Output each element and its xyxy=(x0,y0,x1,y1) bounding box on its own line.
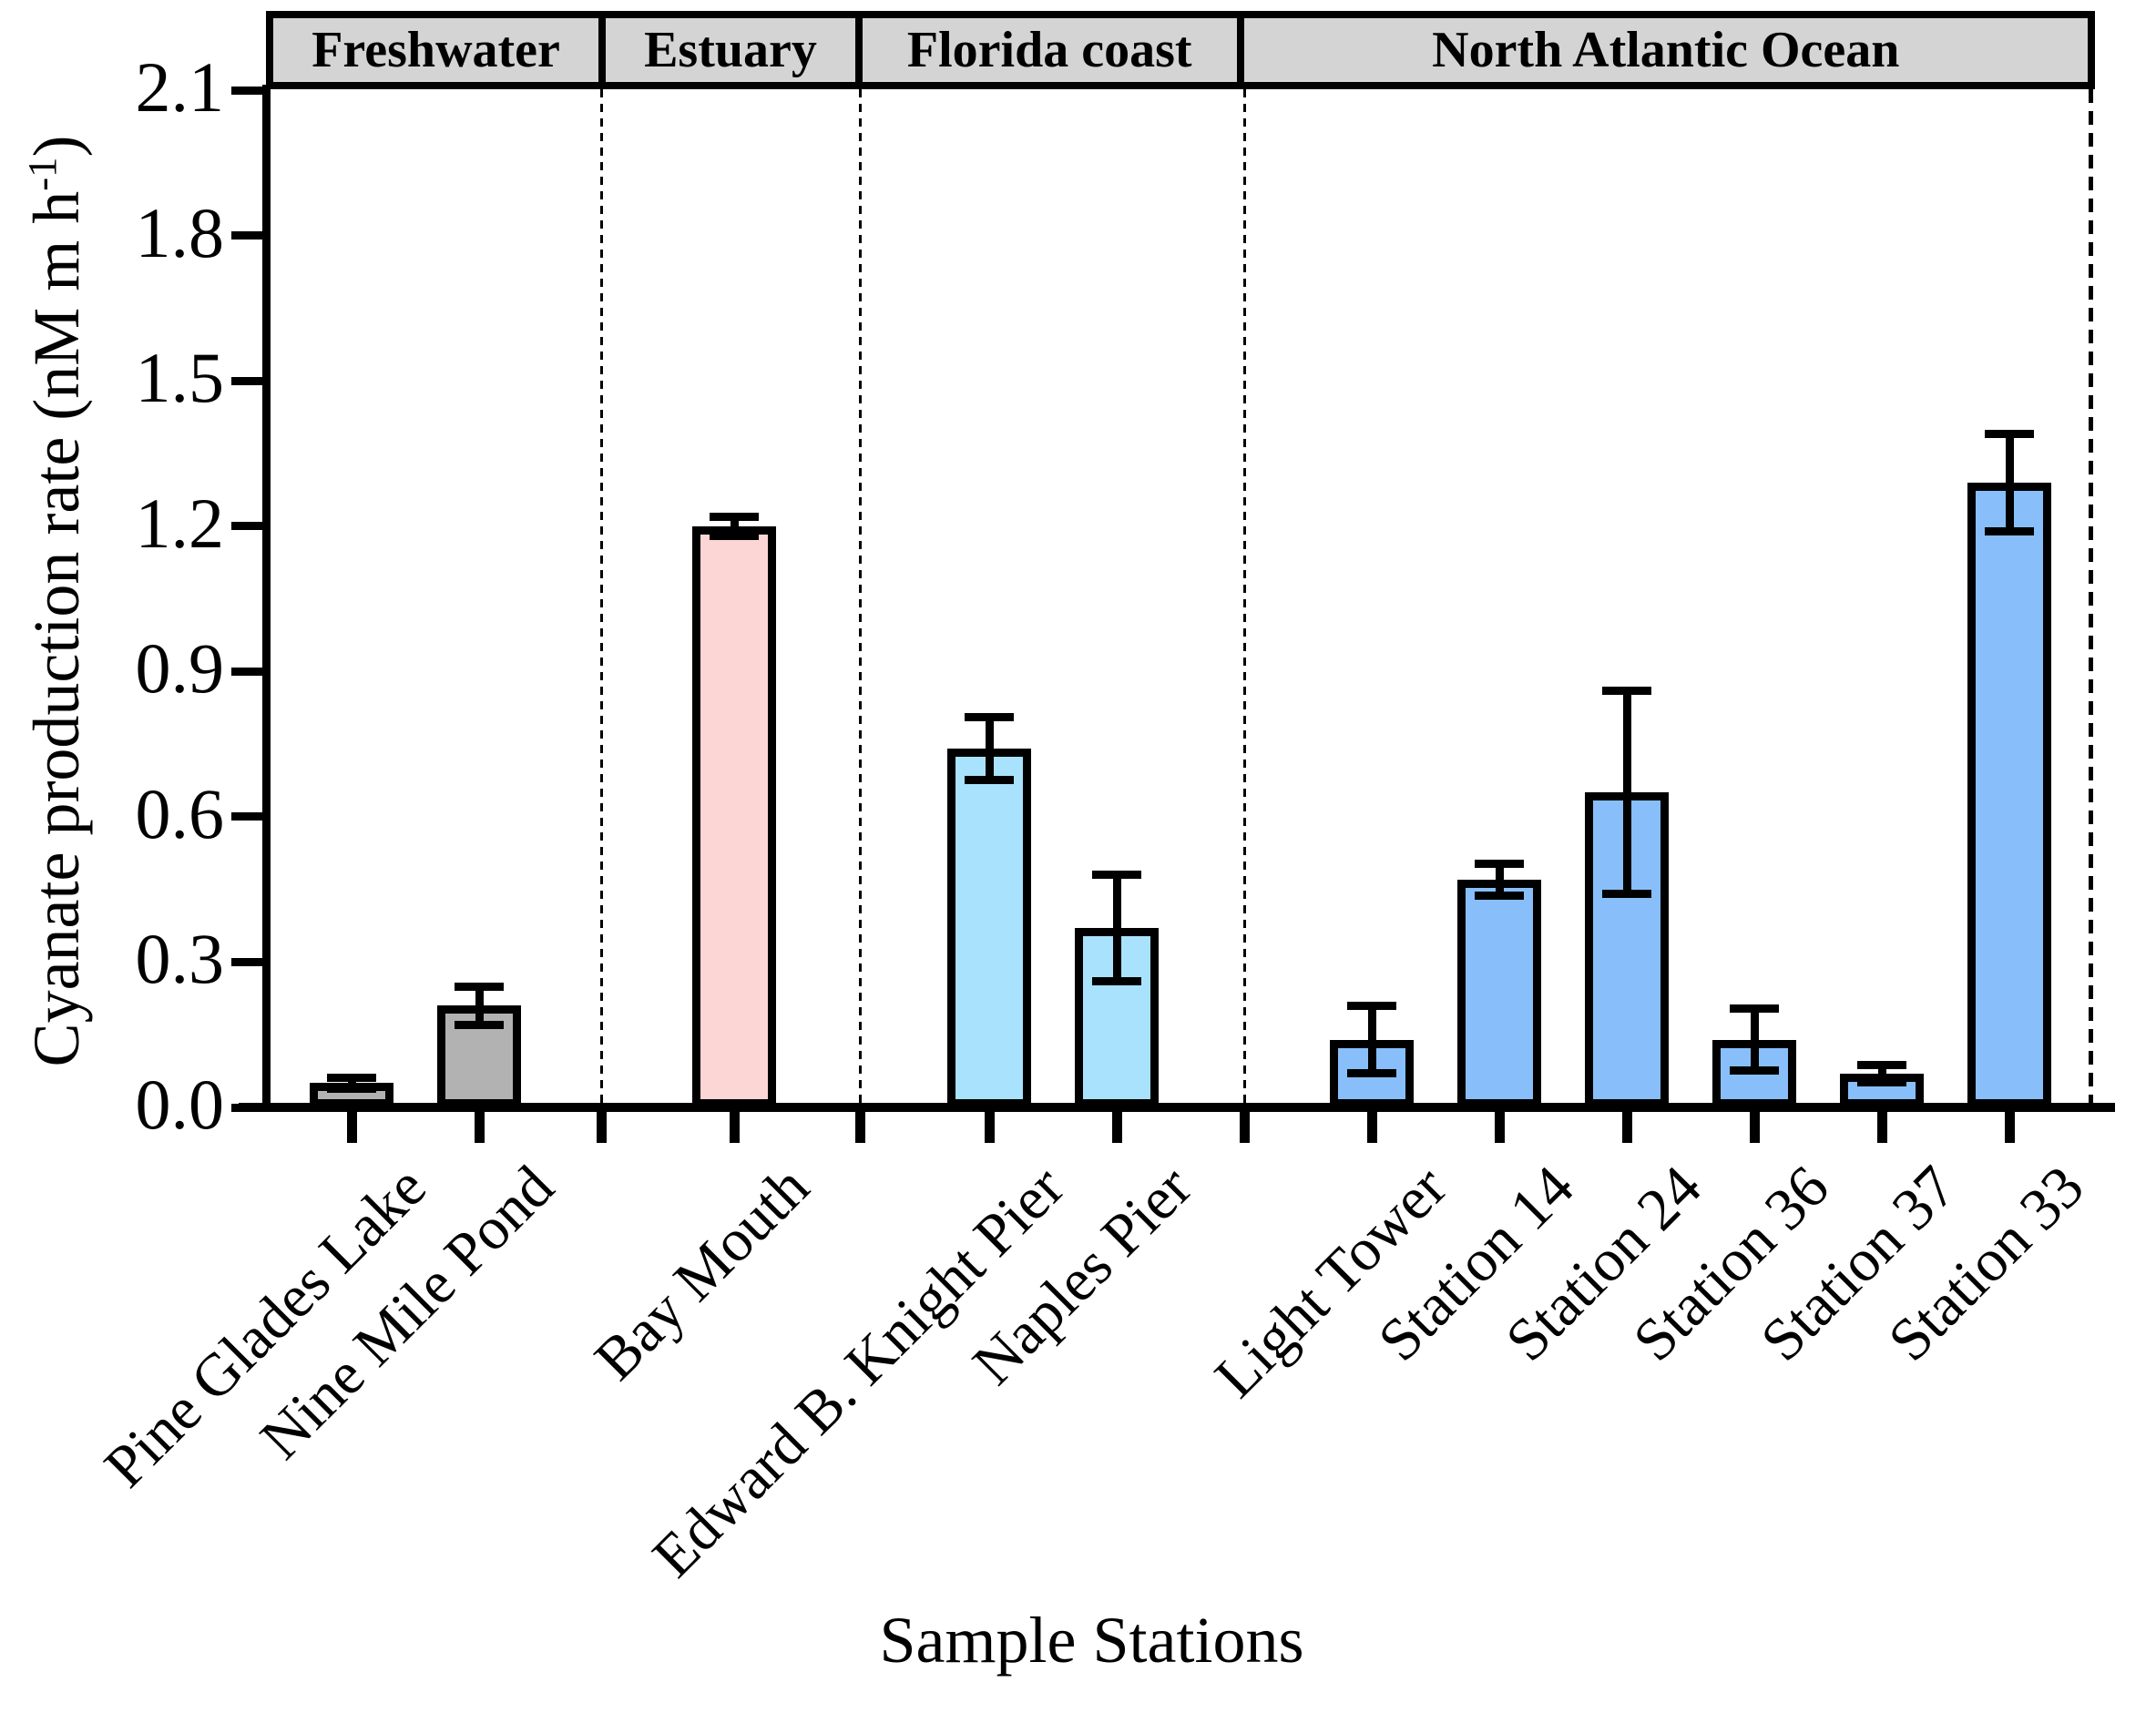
error-bar-lower-cap xyxy=(1092,977,1141,986)
error-bar-lower-cap xyxy=(1857,1077,1906,1086)
x-axis-tick xyxy=(854,1112,865,1143)
error-bar-stem xyxy=(1112,874,1121,982)
y-axis-tick xyxy=(231,1103,266,1112)
error-bar-upper-cap xyxy=(1985,430,2034,439)
error-bar-upper-cap xyxy=(965,713,1014,722)
y-axis-tick-label: 2.1 xyxy=(135,46,225,127)
error-bar-lower-cap xyxy=(1347,1069,1396,1078)
y-axis-tick-label: 0.0 xyxy=(135,1064,225,1144)
y-axis-tick xyxy=(231,376,266,385)
y-axis-line xyxy=(262,85,271,1112)
y-axis-tick xyxy=(231,231,266,240)
section-separator-line xyxy=(859,89,862,1107)
y-axis-tick xyxy=(231,522,266,531)
error-bar-upper-cap xyxy=(327,1073,376,1082)
error-bar-lower-cap xyxy=(1730,1066,1779,1076)
error-bar-upper-cap xyxy=(1347,1001,1396,1010)
x-axis-tick xyxy=(596,1112,607,1143)
error-bar-lower-cap xyxy=(710,531,759,540)
bar xyxy=(437,1005,521,1107)
section-separator-line xyxy=(1243,89,1246,1107)
plot-right-dashed-edge xyxy=(2089,89,2093,1107)
error-bar-stem xyxy=(2005,433,2014,532)
error-bar-stem xyxy=(347,1077,356,1089)
x-axis-tick xyxy=(1749,1112,1760,1143)
error-bar-lower-cap xyxy=(1475,892,1524,901)
error-bar-stem xyxy=(475,986,484,1025)
section-header-freshwater: Freshwater xyxy=(273,18,607,82)
y-axis-tick xyxy=(231,957,266,966)
x-axis-tick xyxy=(1111,1112,1122,1143)
y-axis-tick xyxy=(231,667,266,676)
error-bar-stem xyxy=(1622,690,1631,894)
bar xyxy=(947,749,1031,1107)
error-bar-lower-cap xyxy=(1985,526,2034,535)
section-separator-line xyxy=(600,89,603,1107)
x-axis-line xyxy=(239,1103,2115,1112)
error-bar-upper-cap xyxy=(1092,871,1141,880)
x-axis-tick xyxy=(2004,1112,2015,1143)
error-bar-stem xyxy=(1367,1005,1376,1074)
bar xyxy=(692,525,776,1107)
section-header-north-atlantic-ocean: North Atlantic Ocean xyxy=(1432,22,1900,78)
y-axis-tick-label: 0.3 xyxy=(135,919,225,999)
bar xyxy=(1457,880,1541,1107)
error-bar-upper-cap xyxy=(710,512,759,521)
section-header-band: Freshwater Estuary Florida coast North Atla… xyxy=(266,11,2095,89)
x-axis-tick xyxy=(984,1112,995,1143)
section-header-florida-coast: Florida coast xyxy=(863,18,1244,82)
error-bar-upper-cap xyxy=(1602,687,1651,696)
x-axis-tick xyxy=(474,1112,485,1143)
bar xyxy=(1967,482,2051,1107)
y-axis-tick xyxy=(231,812,266,821)
error-bar-stem xyxy=(1495,863,1504,896)
x-axis-title: Sample Stations xyxy=(879,1604,1304,1677)
error-bar-stem xyxy=(1750,1008,1759,1071)
error-bar-stem xyxy=(1877,1065,1886,1083)
error-bar-upper-cap xyxy=(455,982,504,991)
error-bar-lower-cap xyxy=(965,776,1014,785)
error-bar-lower-cap xyxy=(455,1021,504,1030)
x-axis-tick xyxy=(1621,1112,1632,1143)
error-bar-lower-cap xyxy=(327,1085,376,1094)
y-axis-tick-label: 1.2 xyxy=(135,483,225,563)
y-axis-tick-label: 0.6 xyxy=(135,773,225,853)
error-bar-upper-cap xyxy=(1857,1060,1906,1069)
error-bar-upper-cap xyxy=(1730,1004,1779,1013)
y-axis-tick xyxy=(231,86,266,95)
y-axis-tick-label: 0.9 xyxy=(135,628,225,709)
y-axis-tick-label: 1.8 xyxy=(135,192,225,272)
error-bar-stem xyxy=(730,516,739,536)
error-bar-stem xyxy=(985,717,994,780)
section-header-estuary: Estuary xyxy=(606,18,863,82)
x-axis-category-label: Bay Mouth xyxy=(582,1153,823,1393)
x-axis-tick xyxy=(729,1112,740,1143)
error-bar-upper-cap xyxy=(1475,859,1524,868)
x-axis-tick xyxy=(1494,1112,1505,1143)
x-axis-tick xyxy=(346,1112,357,1143)
x-axis-tick xyxy=(1876,1112,1887,1143)
x-axis-tick xyxy=(1239,1112,1250,1143)
error-bar-lower-cap xyxy=(1602,890,1651,899)
x-axis-tick xyxy=(1366,1112,1377,1143)
y-axis-tick-label: 1.5 xyxy=(135,338,225,418)
